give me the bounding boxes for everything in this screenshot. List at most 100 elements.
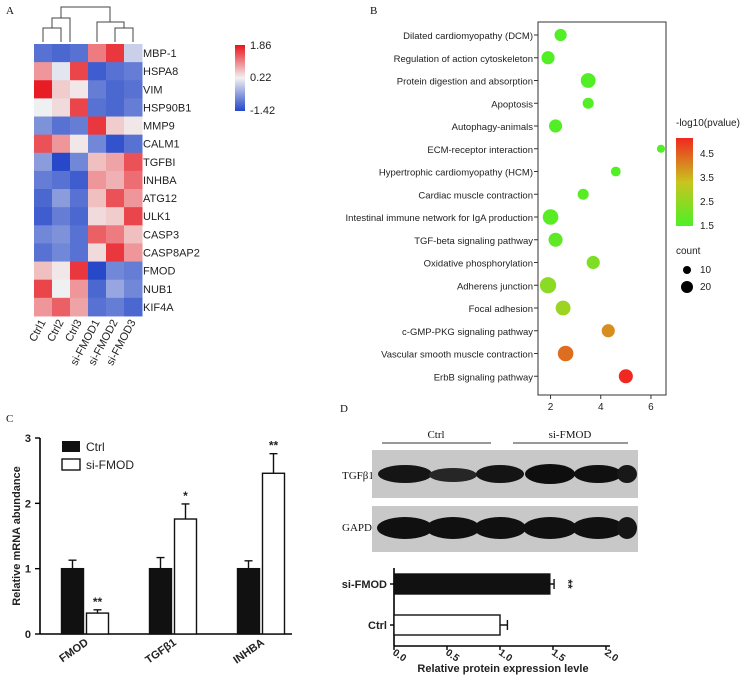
heatmap-cell-hsp90b1-si-fmod1 — [88, 98, 107, 118]
d-bar-ctrl — [393, 614, 501, 636]
heatmap-cell-mmp9-si-fmod1 — [88, 116, 107, 136]
d-significance-si-fmod: ** — [561, 579, 575, 589]
heatmap-cell-hsp90b1-si-fmod2 — [106, 98, 125, 118]
enrichment-dotplot-panel: Dilated cardiomyopathy (DCM) Regulation o… — [346, 21, 740, 413]
pathway-dot-focal-adhesion — [555, 300, 571, 316]
c-legend: Ctrl si-FMOD — [61, 440, 134, 472]
c-y-axis-title: Relative mRNA abundance — [11, 466, 23, 606]
blot-band-tgfb1-ctrl1 — [378, 465, 432, 483]
pathway-label-regulation-of-action-cytoskeleton: Regulation of action cytoskeleton — [394, 54, 533, 65]
c-y-tick-label-1: 1 — [25, 564, 31, 576]
pathway-label-vascular-smooth-muscle-contraction: Vascular smooth muscle contraction — [381, 350, 533, 361]
panel-label-a: A — [6, 5, 14, 17]
heatmap-row-label-calm1: CALM1 — [143, 139, 180, 151]
heatmap-cell-inhba-si-fmod2 — [106, 170, 125, 190]
heatmap-cell-vim-si-fmod3 — [124, 80, 143, 99]
c-legend-swatch-ctrl — [62, 441, 80, 452]
heatmap-cell-mbp-1-si-fmod1 — [88, 44, 107, 63]
pathway-dot-protein-digestion-and-absorption — [580, 73, 596, 88]
blot-band-tgfb1-si3 — [617, 465, 637, 483]
c-errorbar-inhba-ctrl — [244, 560, 253, 569]
heatmap-cell-atg12-ctrl2 — [52, 189, 71, 208]
heatmap-cell-vim-ctrl1 — [34, 80, 53, 99]
c-category-label-tgf-1: TGFβ1 — [143, 637, 178, 667]
heatmap-cell-casp3-ctrl1 — [34, 225, 53, 244]
pvalue-tick-4-5: 4.5 — [700, 149, 714, 160]
blot-strip-tgfb1 — [372, 450, 638, 498]
c-bar-tgf-1-ctrl — [148, 567, 173, 635]
heatmap-column-label-ctrl1: Ctrl1 — [27, 318, 49, 344]
count-legend-dot-20 — [681, 281, 693, 293]
heatmap-cell-casp8ap2-si-fmod1 — [88, 243, 107, 263]
blot-band-tgfb1-si1 — [525, 464, 575, 484]
heatmap-row-label-mbp-1: MBP-1 — [143, 48, 177, 60]
heatmap-cell-casp3-ctrl2 — [52, 225, 71, 244]
pathway-dot-autophagy-animals — [548, 119, 563, 133]
heatmap-cell-atg12-ctrl3 — [70, 189, 89, 208]
pathway-dot-cardiac-muscle-contraction — [577, 188, 589, 200]
heatmap-color-scale: 1.86 0.22 -1.42 — [235, 40, 275, 117]
heatmap-cell-casp3-ctrl3 — [70, 225, 89, 244]
heatmap-cell-atg12-si-fmod3 — [124, 189, 143, 208]
pathway-label-autophagy-animals: Autophagy-animals — [452, 122, 534, 133]
scale-label-max: 1.86 — [250, 40, 271, 52]
c-bar-fmod-ctrl — [60, 567, 85, 635]
heatmap-cell-fmod-si-fmod2 — [106, 261, 125, 281]
blot-band-tgfb1-ctrl3 — [476, 465, 524, 483]
c-legend-label-sifmod: si-FMOD — [86, 458, 134, 472]
heatmap-cell-mmp9-si-fmod2 — [106, 116, 125, 136]
heatmap-row-label-fmod: FMOD — [143, 266, 175, 278]
blot-group-headers: Ctrl si-FMOD — [382, 429, 628, 444]
c-y-tick-label-0: 0 — [25, 629, 31, 641]
d-x-ticks: 0.0 0.5 1.0 1.5 2.0 — [390, 646, 620, 665]
heatmap-cell-tgfbi-ctrl1 — [34, 152, 53, 172]
blot-band-gapdh-ctrl2 — [426, 517, 480, 539]
pathway-label-protein-digestion-and-absorption: Protein digestion and absorption — [397, 77, 533, 88]
heatmap-cell-mmp9-ctrl3 — [70, 116, 89, 136]
heatmap-cell-kif4a-si-fmod1 — [88, 297, 107, 317]
blot-group-sifmod: si-FMOD — [549, 429, 592, 441]
heatmap-cell-ulk1-si-fmod3 — [124, 207, 143, 226]
dotplot-x-tick-label-4: 4 — [598, 402, 604, 413]
c-y-tick-label-3: 3 — [25, 433, 31, 445]
count-legend-label-20: 20 — [700, 282, 712, 293]
heatmap-cell-casp8ap2-si-fmod3 — [124, 243, 143, 263]
heatmap-cell-fmod-si-fmod3 — [124, 261, 143, 281]
pathway-label-hypertrophic-cardiomyopathy-hcm: Hypertrophic cardiomyopathy (HCM) — [379, 168, 533, 179]
heatmap-cell-kif4a-ctrl2 — [52, 297, 71, 317]
heatmap-cell-fmod-ctrl2 — [52, 261, 71, 281]
heatmap-row-label-vim: VIM — [143, 84, 163, 96]
c-category-labels: FMOD TGFβ1 INHBA — [57, 637, 266, 667]
c-legend-label-ctrl: Ctrl — [86, 440, 105, 454]
heatmap-cell-mbp-1-ctrl3 — [70, 44, 89, 63]
count-legend: count 10 20 — [676, 246, 712, 293]
heatmap-panel: MBP-1 HSPA8 VIM HSP90B1 MMP9 CALM1 TGFBI INHBA A… — [27, 6, 275, 368]
c-errorbar-inhba-si-fmod — [269, 452, 278, 474]
heatmap-cell-inhba-ctrl2 — [52, 170, 71, 190]
heatmap-row-label-atg12: ATG12 — [143, 193, 177, 205]
d-x-tick-label-2-0: 2.0 — [602, 647, 620, 664]
heatmap-cell-fmod-ctrl3 — [70, 261, 89, 281]
heatmap-row-label-kif4a: KIF4A — [143, 302, 174, 314]
column-dendrogram — [42, 6, 134, 42]
heatmap-cell-atg12-si-fmod2 — [106, 189, 125, 208]
c-significance-tgf-1: * — [183, 489, 188, 503]
heatmap-cell-hspa8-ctrl3 — [70, 62, 89, 81]
heatmap-cell-atg12-si-fmod1 — [88, 189, 107, 208]
blot-band-gapdh-ctrl3 — [474, 517, 526, 539]
pathway-dot-ecm-receptor-interaction — [656, 144, 666, 153]
scale-label-mid: 0.22 — [250, 72, 271, 84]
heatmap-cell-nub1-si-fmod2 — [106, 279, 125, 299]
heatmap-cell-calm1-ctrl2 — [52, 134, 71, 154]
d-category-label-si-fmod: si-FMOD — [342, 579, 387, 591]
c-significance-fmod: ** — [93, 595, 103, 609]
c-bar-inhba-si-fmod — [261, 472, 286, 635]
heatmap-cell-casp3-si-fmod2 — [106, 225, 125, 244]
blot-strip-gapdh — [372, 506, 638, 552]
heatmap-cell-inhba-ctrl1 — [34, 170, 53, 190]
heatmap-row-label-hspa8: HSPA8 — [143, 66, 178, 78]
pathway-dot-adherens-junction — [539, 277, 557, 294]
heatmap-cell-tgfbi-ctrl3 — [70, 152, 89, 172]
pvalue-tick-3-5: 3.5 — [700, 173, 714, 184]
heatmap-column-label-ctrl2: Ctrl2 — [45, 318, 67, 344]
